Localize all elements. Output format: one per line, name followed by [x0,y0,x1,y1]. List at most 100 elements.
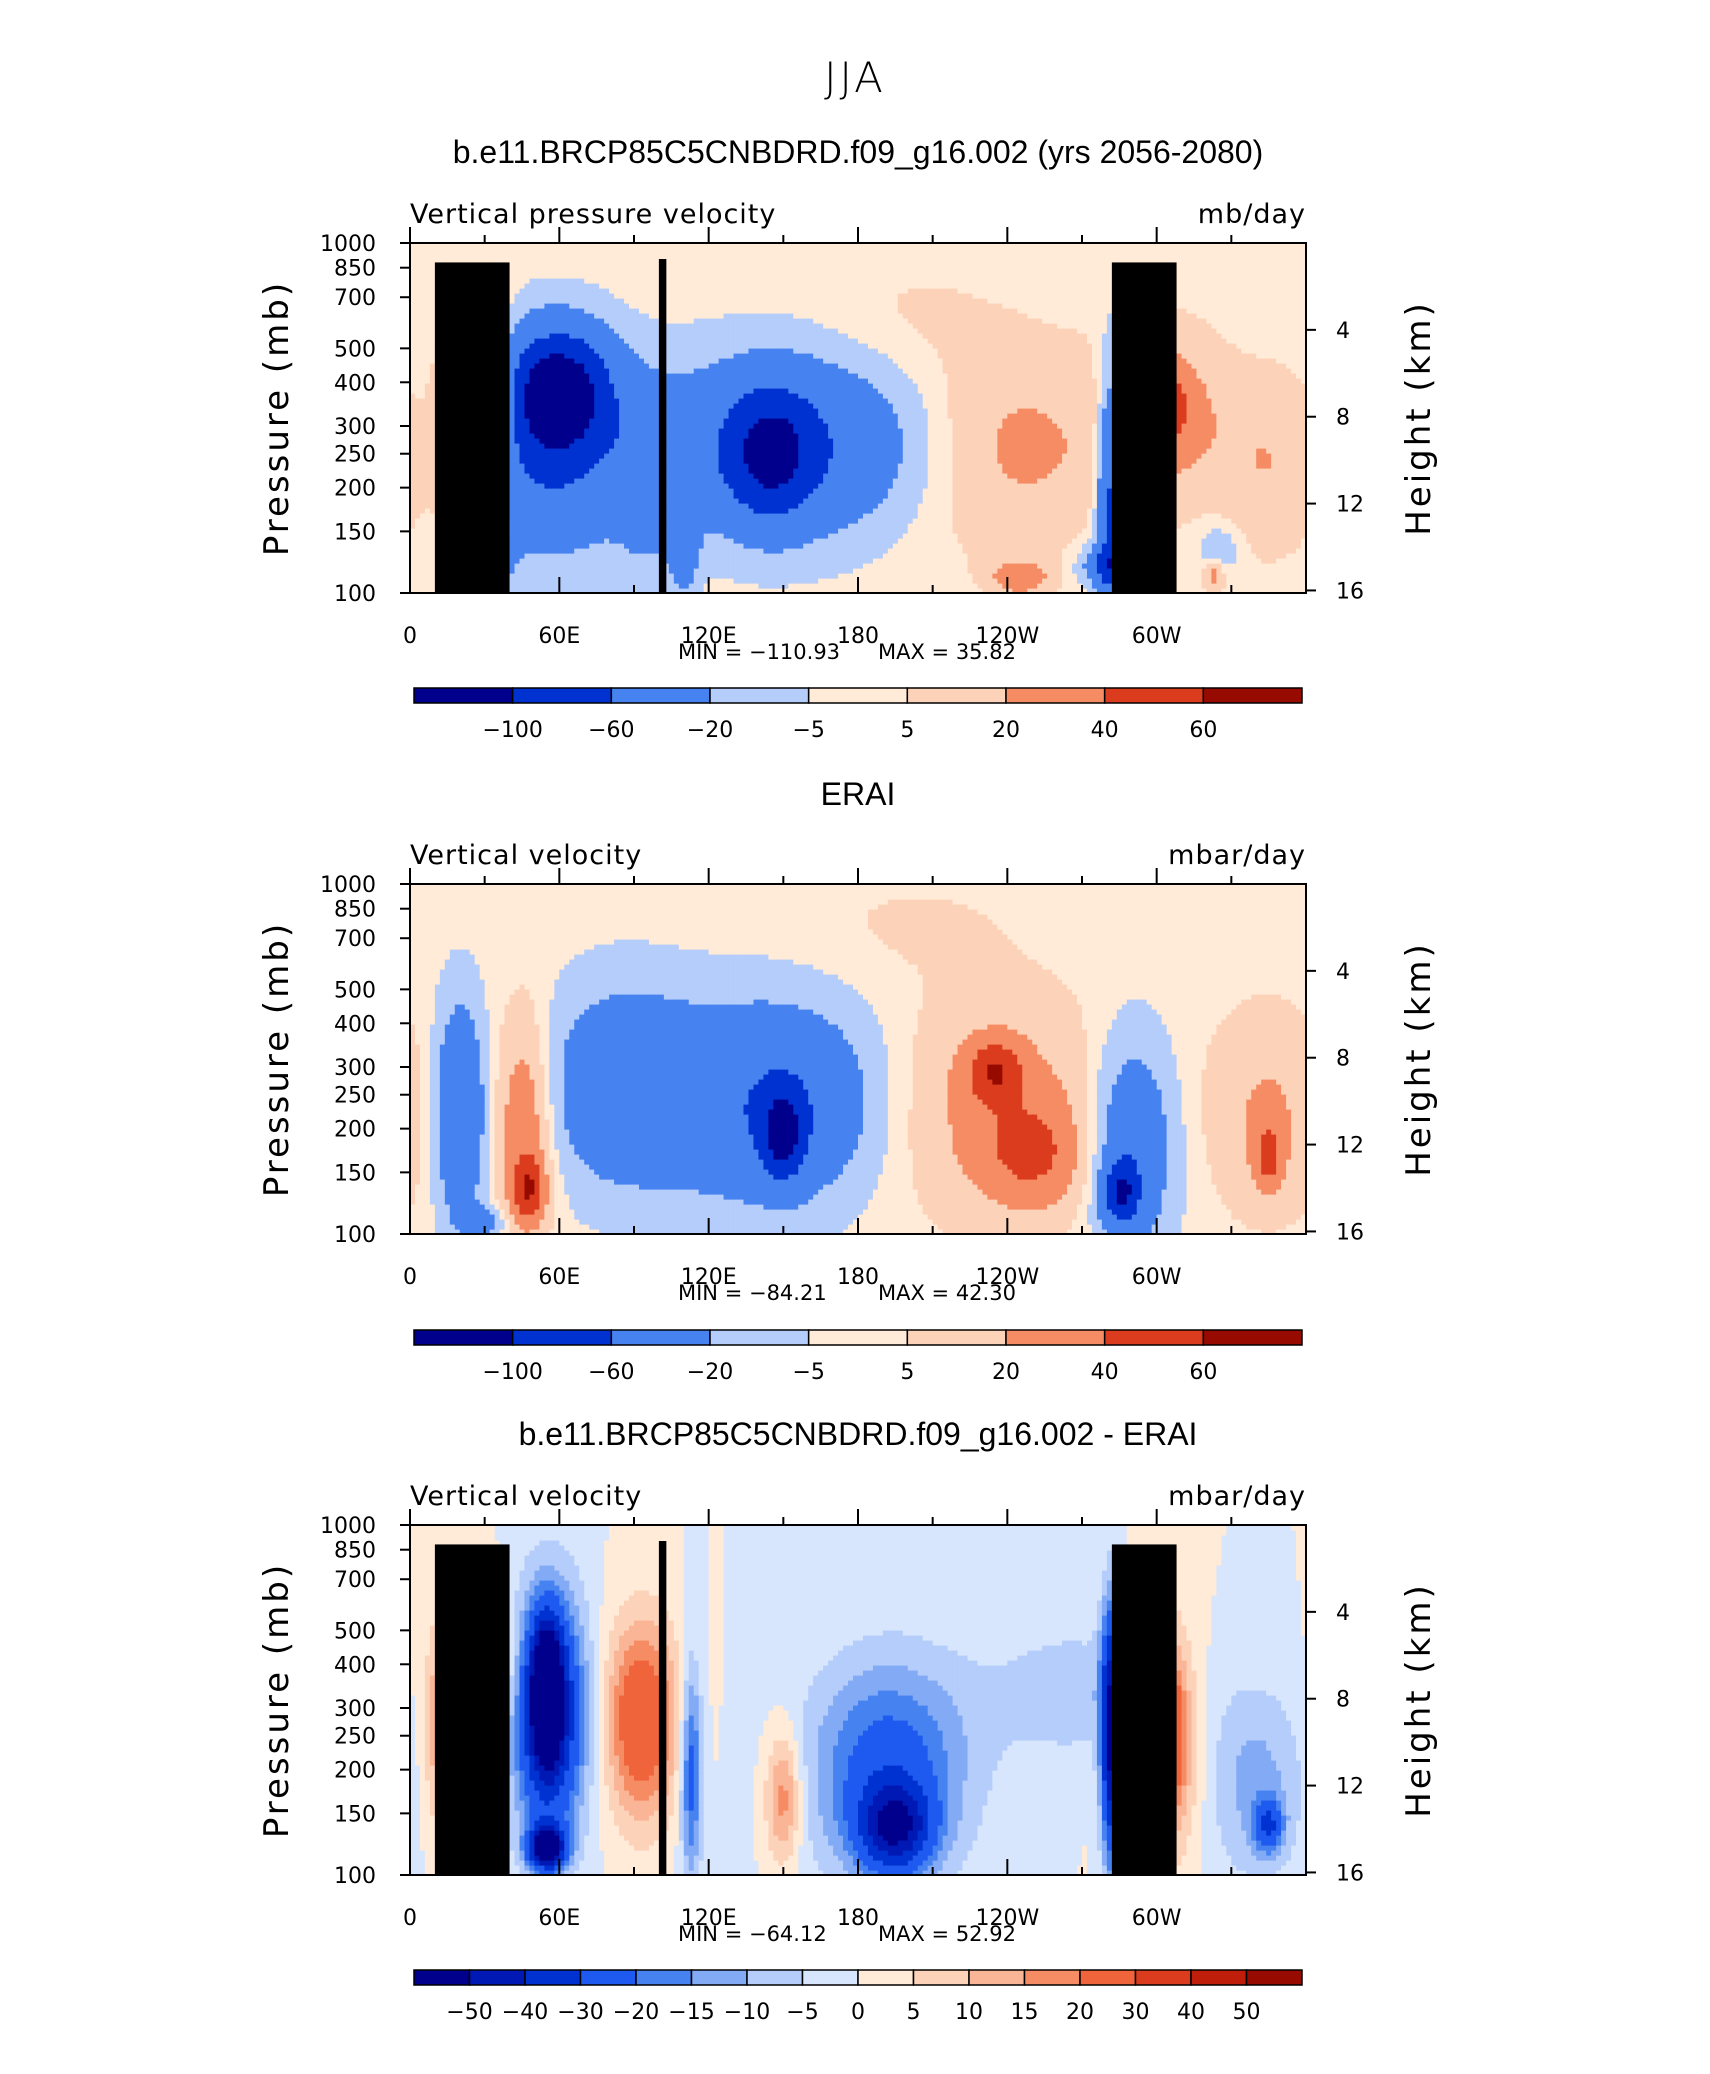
main-title: JJA [824,53,886,102]
contour-cell [758,473,765,479]
contour-cell [479,253,486,259]
contour-cell [678,583,685,589]
contour-cell [708,498,715,504]
contour-cell [524,433,531,439]
contour-cell [688,533,695,539]
contour-cell [414,468,421,474]
contour-cell [643,443,650,449]
contour-cell [594,413,600,419]
contour-cell [609,363,615,369]
contour-cell [693,543,700,549]
contour-cell [609,528,615,534]
contour-cell [753,578,760,584]
contour-cell [619,338,625,344]
contour-cell [429,473,436,479]
contour-cell [638,343,645,349]
contour-cell [574,423,580,429]
contour-cell [738,368,745,374]
contour-cell [728,463,735,469]
contour-cell [713,298,720,304]
contour-cell [693,388,700,394]
contour-cell [614,313,620,319]
contour-cell [693,293,700,299]
contour-cell [599,478,605,484]
panel-1: b.e11.BRCP85C5CNBDRD.f09_g16.002 (yrs 20… [257,134,1439,743]
contour-cell [604,518,610,524]
contour-cell [584,548,590,554]
contour-cell [544,263,550,269]
contour-cell [529,448,536,454]
contour-cell [668,518,675,524]
contour-cell [574,303,580,309]
contour-cell [429,348,436,354]
contour-cell [738,273,745,279]
contour-cell [678,488,685,494]
contour-cell [753,393,760,399]
contour-cell [723,308,730,314]
contour-cell [638,323,645,329]
contour-cell [678,373,685,379]
contour-cell [663,418,670,424]
contour-cell [414,508,421,514]
contour-cell [713,273,720,279]
contour-cell [539,268,545,274]
contour-cell [554,418,560,424]
contour-cell [624,243,630,249]
contour-cell [534,383,541,389]
contour-cell [554,513,560,519]
contour-cell [738,373,745,379]
contour-cell [519,303,526,309]
contour-cell [748,393,755,399]
contour-cell [713,533,720,539]
contour-cell [614,578,620,584]
contour-cell [419,483,426,489]
contour-cell [673,323,680,329]
contour-cell [748,353,755,359]
contour-cell [564,588,570,593]
contour-cell [693,308,700,314]
contour-cell [668,333,675,339]
contour-cell [414,478,421,484]
contour-cell [559,508,565,514]
contour-cell [703,323,710,329]
contour-cell [643,438,650,444]
contour-cell [733,333,740,339]
contour-cell [419,243,426,249]
contour-cell [549,378,555,384]
contour-cell [688,553,695,559]
contour-cell [554,393,560,399]
contour-cell [648,403,655,409]
contour-cell [549,478,555,484]
contour-cell [713,248,720,254]
contour-cell [429,338,436,344]
contour-cell [753,538,760,544]
contour-cell [599,243,605,249]
contour-cell [698,278,705,284]
contour-cell [414,323,421,329]
contour-cell [424,258,431,264]
contour-cell [758,453,765,459]
contour-cell [693,348,700,354]
contour-cell [544,348,550,354]
contour-cell [509,413,516,419]
contour-cell [424,303,431,309]
contour-cell [758,318,765,324]
contour-cell [683,493,690,499]
contour-cell [678,578,685,584]
contour-cell [614,523,620,529]
contour-cell [609,333,615,339]
contour-cell [429,448,436,454]
contour-cell [549,578,555,584]
contour-cell [519,328,526,334]
contour-cell [534,473,541,479]
contour-cell [424,338,431,344]
contour-cell [738,528,745,534]
contour-cell [643,563,650,569]
contour-cell [594,408,600,414]
contour-cell [648,573,655,579]
contour-cell [534,513,541,519]
contour-cell [544,473,550,479]
contour-cell [758,388,765,394]
contour-cell [748,508,755,514]
contour-cell [534,278,541,284]
